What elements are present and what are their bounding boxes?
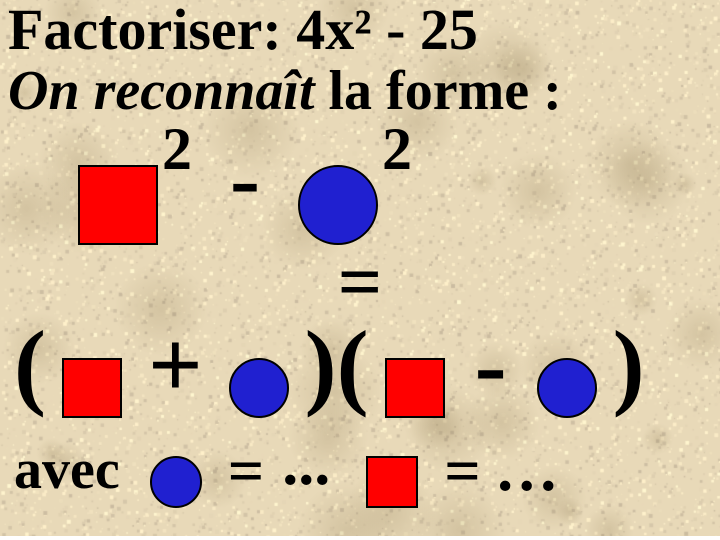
circle-b2-icon <box>229 358 289 418</box>
circle-b3-icon <box>537 358 597 418</box>
equals-2: = <box>444 435 480 506</box>
lparen-1: ( <box>14 311 46 418</box>
avec-label: avec <box>14 439 120 501</box>
with-line: avec = ... = … <box>8 430 712 510</box>
page-title: Factoriser: 4x² - 25 <box>8 0 478 62</box>
square-a3-icon <box>385 358 445 418</box>
equals-1: = <box>228 435 264 506</box>
lparen-2: ( <box>337 311 369 418</box>
plus-sign: + <box>148 311 203 418</box>
exponent-b: 2 <box>382 116 412 182</box>
circle-b4-icon <box>150 456 202 508</box>
circle-b-icon <box>298 165 378 245</box>
rparen-1: ) <box>305 311 337 418</box>
recognize-line: On reconnaît la forme : <box>8 60 562 122</box>
difference-of-squares-form: 2 - 2 <box>8 141 712 251</box>
recognize-italic: On reconnaît <box>8 60 315 122</box>
dots-1: ... <box>282 427 330 498</box>
dots-2: … <box>495 433 559 504</box>
square-a-icon <box>78 165 158 245</box>
factored-form: ( + )( - ) <box>8 317 712 423</box>
exponent-a: 2 <box>162 116 192 182</box>
square-a2-icon <box>62 358 122 418</box>
recognize-rest: la forme : <box>315 60 562 122</box>
minus-sign: - <box>230 130 260 229</box>
rparen-2: ) <box>613 311 645 418</box>
minus-sign-2: - <box>475 311 507 418</box>
square-a4-icon <box>366 456 418 508</box>
